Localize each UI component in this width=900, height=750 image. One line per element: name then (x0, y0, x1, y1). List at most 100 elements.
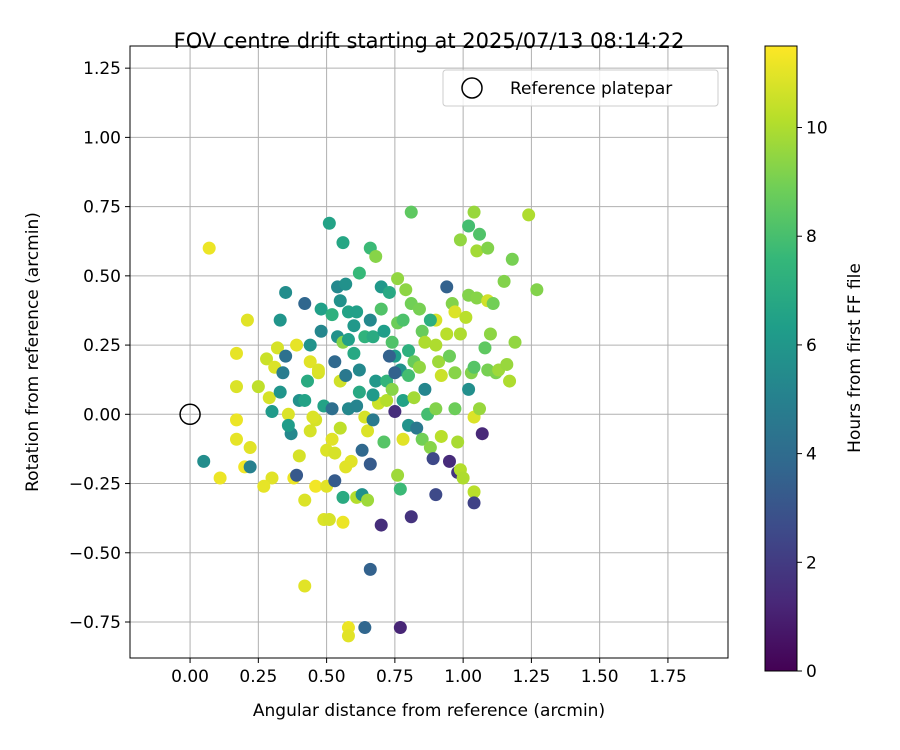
plot-frame (129, 45, 729, 659)
data-point (423, 441, 437, 455)
data-point (442, 349, 456, 363)
data-point (339, 277, 353, 291)
y-tick-label: −0.50 (69, 544, 121, 564)
data-point (369, 249, 383, 263)
data-point (478, 341, 492, 355)
chart-title: FOV centre drift starting at 2025/07/13 … (174, 29, 685, 53)
y-axis-label: Rotation from reference (arcmin) (23, 212, 43, 492)
x-tick-label: 1.50 (581, 667, 619, 687)
x-tick-label: 1.00 (444, 667, 482, 687)
data-point (481, 241, 495, 255)
data-point (358, 621, 372, 635)
y-tick-label: 1.25 (83, 59, 121, 79)
data-point (366, 388, 380, 402)
data-point (415, 324, 429, 338)
data-point (350, 399, 364, 413)
data-point (290, 338, 304, 352)
data-point (385, 382, 399, 396)
data-point (341, 629, 355, 643)
data-point (451, 435, 465, 449)
data-point (459, 310, 473, 324)
data-point (500, 357, 514, 371)
data-point (456, 471, 470, 485)
x-tick-label: 1.75 (649, 667, 687, 687)
legend-label: Reference platepar (510, 79, 672, 99)
data-point (396, 393, 410, 407)
data-point (262, 391, 276, 405)
colorbar: 0 2 4 6 8 10 Hours from first FF file (764, 45, 865, 682)
colorbar-tick-label: 4 (806, 445, 817, 465)
data-point (273, 313, 287, 327)
data-point (279, 349, 293, 363)
data-point (347, 346, 361, 360)
data-point (418, 382, 432, 396)
data-point (508, 335, 522, 349)
data-point (361, 493, 375, 507)
data-point (292, 449, 306, 463)
data-point (336, 515, 350, 529)
data-point (418, 335, 432, 349)
data-point (260, 352, 274, 366)
data-point (434, 429, 448, 443)
data-point (429, 488, 443, 502)
y-tick-label: 0.50 (83, 267, 121, 287)
data-point (270, 341, 284, 355)
legend: Reference platepar (442, 69, 719, 107)
data-point (300, 374, 314, 388)
data-point (314, 324, 328, 338)
data-point (309, 479, 323, 493)
data-point (426, 452, 440, 466)
x-tick-label: 0.25 (239, 667, 277, 687)
data-point (377, 435, 391, 449)
x-tick-label: 0.50 (308, 667, 346, 687)
data-point (333, 294, 347, 308)
data-point (229, 380, 243, 394)
reference-platepar-marker (179, 403, 201, 426)
data-point (399, 283, 413, 297)
data-point (374, 518, 388, 532)
colorbar-tick-label: 10 (806, 119, 828, 139)
data-point (522, 208, 536, 222)
data-point (303, 424, 317, 438)
data-point (440, 327, 454, 341)
data-point (366, 413, 380, 427)
data-point (347, 319, 361, 333)
data-point (213, 471, 227, 485)
data-point (328, 446, 342, 460)
data-point (382, 285, 396, 299)
legend-reference-marker (461, 77, 483, 99)
data-point (475, 427, 489, 441)
data-point (486, 297, 500, 311)
data-point (473, 402, 487, 416)
data-point (432, 355, 446, 369)
data-point (341, 333, 355, 347)
data-point (505, 252, 519, 266)
data-point (303, 355, 317, 369)
colorbar-tick-label: 0 (806, 662, 817, 682)
data-point (229, 346, 243, 360)
data-point (530, 283, 544, 297)
data-point (265, 405, 279, 419)
data-point (470, 291, 484, 305)
data-points (197, 205, 544, 643)
data-point (412, 302, 426, 316)
data-point (497, 274, 511, 288)
data-point (257, 479, 271, 493)
data-point (314, 302, 328, 316)
data-point (374, 302, 388, 316)
data-point (434, 369, 448, 383)
data-point (290, 468, 304, 482)
data-point (404, 510, 418, 524)
data-point (429, 338, 443, 352)
data-point (448, 305, 462, 319)
data-point (240, 313, 254, 327)
data-point (298, 297, 312, 311)
data-point (339, 369, 353, 383)
data-point (410, 421, 424, 435)
data-point (363, 313, 377, 327)
data-point (276, 366, 290, 380)
data-point (483, 327, 497, 341)
data-point (442, 454, 456, 468)
data-point (197, 454, 211, 468)
